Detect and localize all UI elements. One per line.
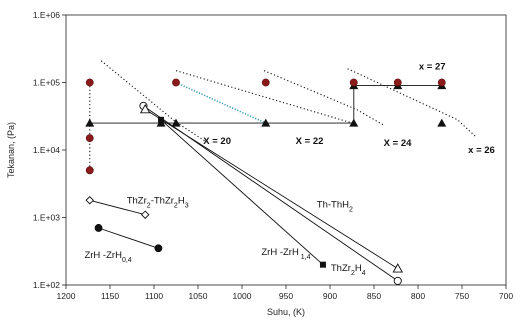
x-tick-label: 1150 [101, 291, 120, 301]
x-tick-label: 1200 [57, 291, 76, 301]
series-line-thzr2-thzr2h3 [89, 199, 146, 216]
data-point-horizontal-plateau [156, 118, 166, 127]
data-point-triangle-x26 [437, 118, 447, 127]
data-point-red-points [349, 78, 358, 87]
y-axis-title: Tekanan, (Pa) [6, 122, 16, 178]
annotation-label: ZrH -ZrH 1,4 [261, 247, 310, 261]
data-point-horizontal-plateau [349, 118, 359, 127]
x-tick-label: 800 [411, 291, 425, 301]
series-line-zrh-zrh0-4 [98, 227, 159, 249]
data-point-thzr2h4 [392, 263, 404, 273]
series-line-thzr2h4 [144, 109, 399, 269]
data-point-th-thh2 [393, 276, 402, 285]
y-tick-label: 1.E+02 [33, 280, 60, 290]
y-tick-label: 1.E+06 [33, 10, 60, 20]
y-tick-label: 1.E+04 [33, 145, 60, 155]
data-point-zrh-zrh-1-4 [319, 261, 326, 268]
y-tick-label: 1.E+03 [33, 213, 60, 223]
annotation-label: X = 24 [384, 138, 412, 149]
data-point-red-points [393, 78, 402, 87]
x-tick-label: 700 [499, 291, 513, 301]
y-tick-label: 1.E+05 [33, 78, 60, 88]
plot-area [65, 14, 507, 286]
series-line-zrh-zrh-1-4 [160, 119, 324, 266]
data-point-zrh-zrh0-4 [94, 224, 103, 232]
data-point-red-points [85, 78, 94, 87]
x-axis-title: Suhu, (K) [267, 307, 305, 317]
x-tick-label: 1100 [145, 291, 164, 301]
series-line-cyan-segment [175, 81, 267, 124]
data-point-horizontal-plateau [85, 118, 95, 127]
data-point-thzr2h4 [139, 103, 151, 114]
data-point-red-points [437, 78, 446, 87]
annotation-label: ZrH -ZrH0,4 [84, 250, 131, 264]
data-point-thzr2-thzr2h3 [85, 196, 94, 205]
data-point-red-points [261, 78, 270, 87]
x-tick-label: 1000 [233, 291, 252, 301]
annotation-label: X = 20 [203, 136, 231, 147]
annotation-label: Th-ThH2 [317, 200, 353, 214]
data-point-red-points [85, 166, 94, 175]
data-point-red-points [85, 134, 94, 143]
data-point-zrh-zrh0-4 [154, 244, 163, 253]
annotation-label: x = 27 [419, 62, 446, 73]
annotation-label: X = 22 [296, 136, 324, 147]
x-tick-label: 750 [455, 291, 469, 301]
x-tick-label: 850 [367, 291, 381, 301]
data-point-thzr2-thzr2h3 [140, 210, 150, 219]
data-point-horizontal-plateau [261, 118, 271, 127]
series-line-x-22 [175, 70, 357, 125]
annotation-label: x = 26 [468, 145, 495, 156]
series-line-x-24 [263, 70, 385, 127]
x-tick-label: 950 [279, 291, 293, 301]
x-tick-label: 900 [323, 291, 337, 301]
annotation-label: ThZr2-ThZr2H3 [127, 196, 189, 210]
x-tick-label: 1050 [189, 291, 208, 301]
annotation-label: ThZr2H4 [331, 263, 366, 277]
data-point-red-points [172, 78, 180, 87]
data-point-horizontal-plateau [171, 118, 181, 127]
